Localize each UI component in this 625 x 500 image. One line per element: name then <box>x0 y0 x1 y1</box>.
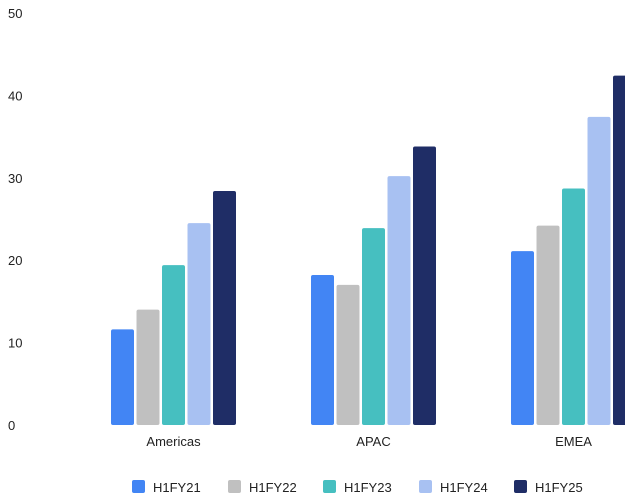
legend-label: H1FY21 <box>153 480 201 495</box>
y-tick-label: 40 <box>8 88 22 103</box>
bar-apac-h1fy21 <box>311 275 334 425</box>
bar-americas-h1fy21 <box>111 329 134 425</box>
bar-emea-h1fy23 <box>562 188 585 425</box>
x-tick-label: APAC <box>356 434 390 449</box>
x-tick-label: EMEA <box>555 434 592 449</box>
bar-emea-h1fy21 <box>511 251 534 425</box>
legend-item-h1fy22: H1FY22 <box>228 480 297 495</box>
legend-swatch <box>323 480 336 493</box>
legend: H1FY21 H1FY22 H1FY23 H1FY24 H1FY25 <box>132 480 583 495</box>
y-tick-label: 30 <box>8 171 22 186</box>
legend-item-h1fy24: H1FY24 <box>419 480 488 495</box>
bars <box>111 75 625 425</box>
y-tick-label: 10 <box>8 336 22 351</box>
legend-label: H1FY22 <box>249 480 297 495</box>
legend-item-h1fy21: H1FY21 <box>132 480 201 495</box>
legend-item-h1fy23: H1FY23 <box>323 480 392 495</box>
legend-swatch <box>514 480 527 493</box>
legend-label: H1FY25 <box>535 480 583 495</box>
bar-emea-h1fy25 <box>613 75 625 425</box>
x-tick-label: Americas <box>146 434 201 449</box>
bar-apac-h1fy25 <box>413 146 436 425</box>
bar-americas-h1fy22 <box>136 309 160 425</box>
y-tick-label: 0 <box>8 418 15 433</box>
x-axis: Americas APAC EMEA <box>146 434 592 449</box>
y-axis: 0 10 20 30 40 50 <box>8 6 22 433</box>
bar-americas-h1fy23 <box>162 265 185 425</box>
bar-apac-h1fy23 <box>362 228 385 425</box>
y-tick-label: 20 <box>8 253 22 268</box>
bar-americas-h1fy24 <box>187 223 211 425</box>
legend-swatch <box>132 480 145 493</box>
bar-apac-h1fy24 <box>387 176 411 425</box>
legend-item-h1fy25: H1FY25 <box>514 480 583 495</box>
bar-emea-h1fy22 <box>536 225 560 425</box>
legend-swatch <box>228 480 241 493</box>
legend-label: H1FY23 <box>344 480 392 495</box>
bar-americas-h1fy25 <box>213 190 236 425</box>
legend-swatch <box>419 480 432 493</box>
y-tick-label: 50 <box>8 6 22 21</box>
bar-emea-h1fy24 <box>587 116 611 425</box>
bar-apac-h1fy22 <box>336 284 360 425</box>
legend-label: H1FY24 <box>440 480 488 495</box>
